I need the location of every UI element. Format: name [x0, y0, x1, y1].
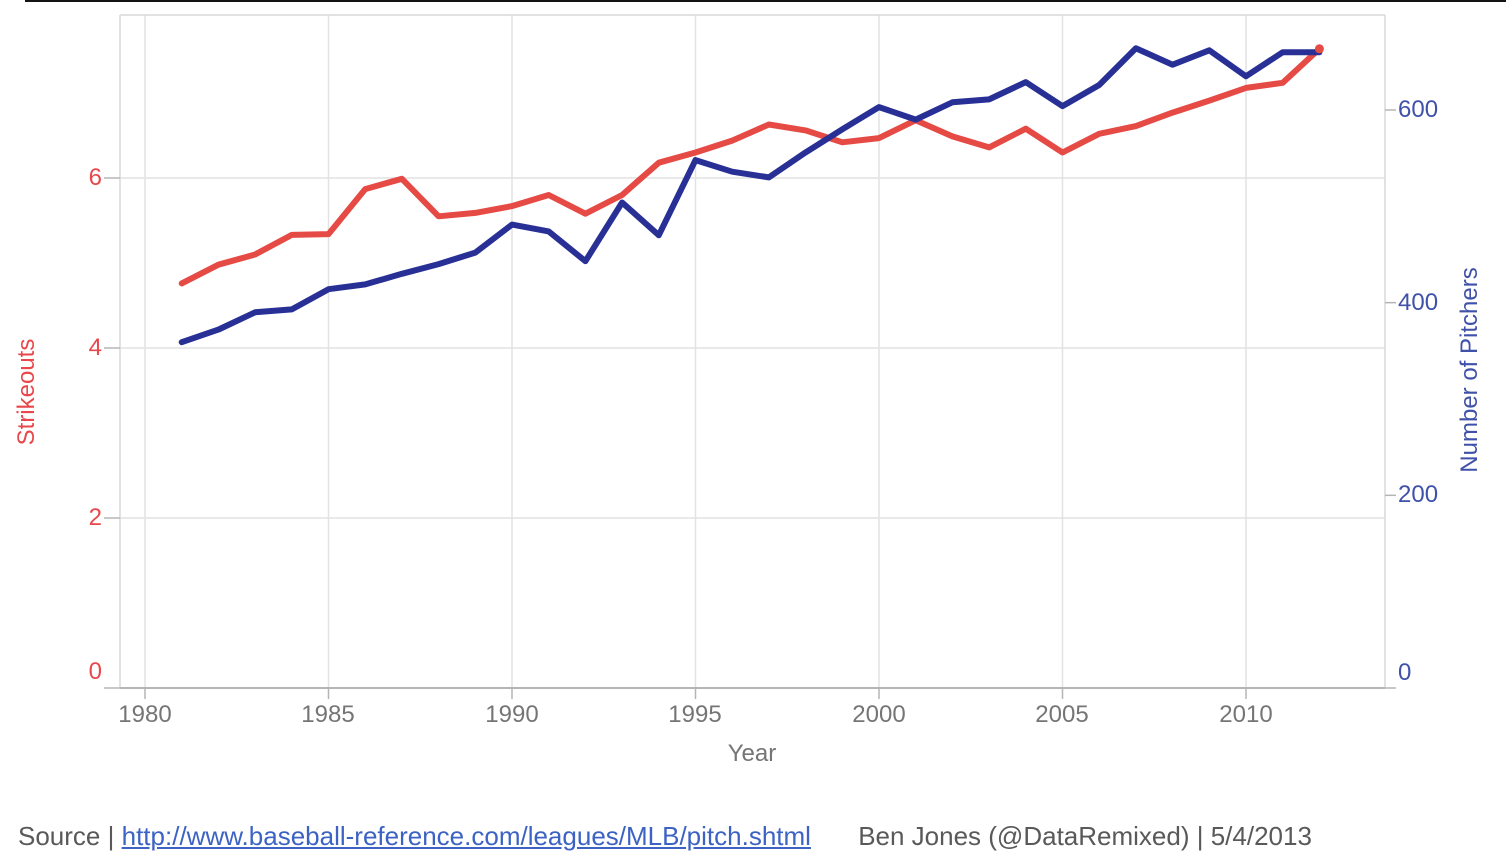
x-axis-tick-label: 1985 — [301, 701, 355, 728]
right-axis-tick-label: 200 — [1398, 481, 1439, 508]
x-axis-tick-label: 1980 — [118, 701, 172, 728]
right-axis-title-pitchers: Number of Pitchers — [1456, 267, 1483, 473]
right-axis-tick-label: 600 — [1398, 96, 1439, 123]
strikeouts-endpoint-marker — [1314, 44, 1324, 54]
source-label: Source — [18, 821, 101, 851]
right-axis-tick-label: 400 — [1398, 289, 1439, 316]
x-axis-tick-label: 2000 — [852, 701, 906, 728]
left-axis-title-strikeouts: Strikeouts — [13, 338, 40, 446]
x-axis-tick-label: 1990 — [485, 701, 539, 728]
right-axis-tick-label: 0 — [1398, 659, 1412, 686]
left-axis-tick-label: 0 — [88, 658, 102, 685]
x-axis-tick-label: 2010 — [1219, 701, 1273, 728]
left-axis-tick-label: 6 — [88, 164, 102, 191]
caption: Source | http://www.baseball-reference.c… — [18, 819, 1312, 853]
x-axis-tick-label: 2005 — [1035, 701, 1089, 728]
x-axis-tick-label: 1995 — [668, 701, 722, 728]
source-link[interactable]: http://www.baseball-reference.com/league… — [121, 821, 811, 851]
left-axis-tick-label: 4 — [88, 334, 102, 361]
x-axis-title: Year — [727, 740, 777, 767]
strikeouts-line — [178, 45, 1323, 287]
window-top-border — [25, 0, 1506, 2]
source-separator: | — [107, 821, 115, 851]
dual-axis-line-chart — [104, 14, 1396, 699]
left-axis-tick-label: 2 — [88, 504, 102, 531]
credit-text: Ben Jones (@DataRemixed) | 5/4/2013 — [858, 821, 1312, 851]
pitchers-line — [178, 45, 1323, 346]
